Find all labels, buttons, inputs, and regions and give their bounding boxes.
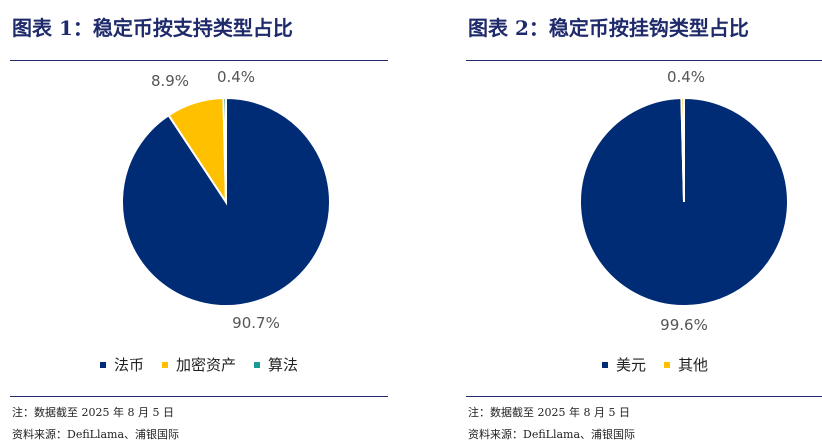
pie-chart-2: 99.6% 0.4%	[578, 68, 789, 334]
title-rule-1	[10, 60, 388, 61]
legend-label: 其他	[678, 356, 709, 374]
legend-label: 美元	[615, 356, 646, 374]
note-2: 注：数据截至 2025 年 8 月 5 日	[468, 406, 630, 419]
legend-swatch	[161, 361, 168, 368]
legend-item-1-3: 算法	[254, 354, 298, 375]
legend-label: 加密资产	[175, 356, 236, 374]
data-label-2-2: 0.4%	[667, 68, 705, 86]
pie-slice-1-3	[222, 96, 227, 203]
legend-swatch	[601, 361, 608, 368]
source-1: 资料来源：DefiLlama、浦银国际	[12, 428, 180, 441]
data-label-1-1: 90.7%	[232, 314, 280, 332]
legend-label: 法币	[113, 356, 144, 374]
chart-title-1: 图表 1：稳定币按支持类型占比	[12, 16, 293, 40]
legend-swatch	[254, 361, 260, 368]
chart-title-2: 图表 2：稳定币按挂钩类型占比	[468, 16, 749, 40]
pie-chart-1: 90.7% 8.9% 0.4%	[121, 68, 331, 332]
chart-panel-1: 图表 1：稳定币按支持类型占比 90.7% 8.9% 0.4% 法币 加密资产 算法 注…	[10, 0, 388, 448]
note-1: 注：数据截至 2025 年 8 月 5 日	[12, 406, 174, 419]
chart-panel-2: 图表 2：稳定币按挂钩类型占比 99.6% 0.4% 美元 其他 注：数据截至 20…	[466, 0, 822, 448]
pie-slice-1-1	[121, 96, 331, 307]
pie-slice-2-2	[680, 96, 685, 203]
legend-item-2-2: 其他	[664, 354, 708, 375]
legend-item-1-1: 法币	[99, 354, 144, 375]
footer-rule-1	[10, 396, 388, 397]
legend-2: 美元 其他	[466, 354, 822, 375]
legend-item-2-1: 美元	[601, 354, 646, 375]
legend-swatch	[664, 361, 670, 368]
legend-swatch	[99, 361, 106, 368]
data-label-1-2: 8.9%	[151, 72, 189, 90]
legend-label: 算法	[268, 356, 299, 374]
source-2: 资料来源：DefiLlama、浦银国际	[468, 428, 636, 441]
legend-1: 法币 加密资产 算法	[10, 354, 388, 375]
data-label-1-3: 0.4%	[217, 68, 255, 86]
footer-rule-2	[466, 396, 822, 397]
title-rule-2	[466, 60, 822, 61]
data-label-2-1: 99.6%	[660, 316, 708, 334]
legend-item-1-2: 加密资产	[161, 354, 236, 375]
